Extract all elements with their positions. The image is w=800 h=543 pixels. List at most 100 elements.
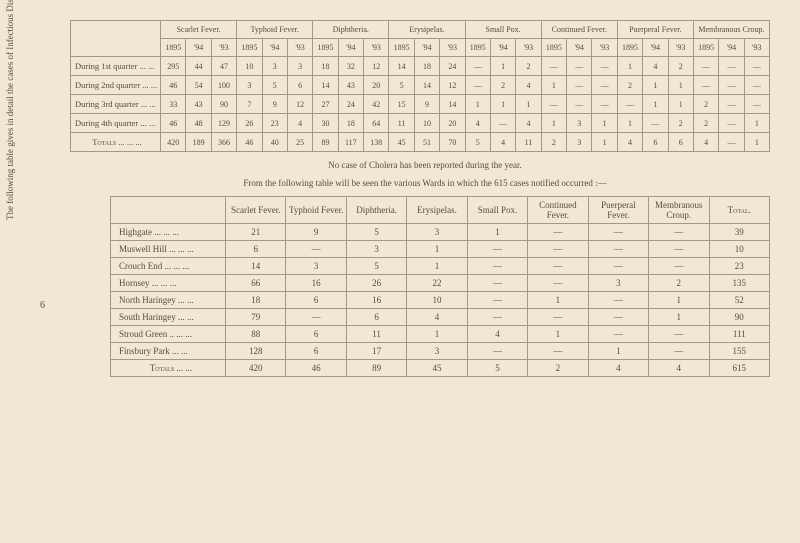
data-cell: 6 [286,343,346,360]
data-cell: 79 [226,309,286,326]
data-cell: 4 [693,133,718,152]
data-cell: 24 [440,57,465,76]
data-cell: 100 [211,76,236,95]
table-row: During 3rd quarter ... ...33439079122724… [71,95,770,114]
row-label: Crouch End ... ... ... [111,258,226,275]
data-cell: 39 [709,224,770,241]
blank-header [71,21,161,57]
col-diphtheria: Diphtheria. [313,21,389,39]
data-cell: 4 [490,133,515,152]
data-cell: 1 [528,326,588,343]
data-cell: — [592,57,617,76]
data-cell: 10 [709,241,770,258]
data-cell: 1 [617,114,642,133]
data-cell: 23 [709,258,770,275]
data-cell: 12 [364,57,389,76]
data-cell: 1 [744,133,769,152]
data-cell: 3 [588,275,648,292]
data-cell: — [649,224,709,241]
data-cell: — [592,76,617,95]
data-cell: — [528,275,588,292]
data-cell: — [592,95,617,114]
data-cell: 45 [407,360,467,377]
data-cell: — [719,57,744,76]
year-header: '93 [364,39,389,57]
data-cell: 18 [414,57,439,76]
data-cell: 6 [286,326,346,343]
data-cell: 5 [346,258,406,275]
data-cell: 43 [186,95,211,114]
row-label: During 3rd quarter ... ... [71,95,161,114]
data-cell: 42 [364,95,389,114]
data-cell: 18 [338,114,363,133]
col-header: Typhoid Fever. [286,197,346,224]
data-cell: 30 [313,114,338,133]
cholera-caption: No case of Cholera has been reported dur… [70,160,780,170]
totals-row: Totals ... ... ...4201893664640258911713… [71,133,770,152]
data-cell: 52 [709,292,770,309]
data-cell: 70 [440,133,465,152]
data-cell: 128 [226,343,286,360]
year-header: '93 [211,39,236,57]
table-row: Stroud Green .. ... ...88611141——111 [111,326,770,343]
data-cell: 1 [467,224,527,241]
data-cell: 16 [346,292,406,309]
data-cell: 1 [407,326,467,343]
data-cell: 155 [709,343,770,360]
year-header: 1895 [693,39,718,57]
data-cell: — [588,224,648,241]
data-cell: 5 [467,360,527,377]
year-header: '94 [186,39,211,57]
data-cell: — [528,224,588,241]
data-cell: 54 [186,76,211,95]
data-cell: 111 [709,326,770,343]
data-cell: 12 [440,76,465,95]
data-cell: 44 [186,57,211,76]
data-cell: 1 [490,95,515,114]
data-cell: 14 [414,76,439,95]
data-cell: — [465,57,490,76]
data-cell: 21 [226,224,286,241]
data-cell: 1 [592,114,617,133]
data-cell: 615 [709,360,770,377]
data-cell: — [528,258,588,275]
data-cell: — [744,76,769,95]
data-cell: — [617,95,642,114]
data-cell: — [649,326,709,343]
data-cell: 1 [643,95,668,114]
data-cell: 20 [440,114,465,133]
year-header: '93 [287,39,312,57]
data-cell: 89 [346,360,406,377]
data-cell: 11 [346,326,406,343]
data-cell: 3 [407,224,467,241]
data-cell: 1 [744,114,769,133]
data-cell: — [719,95,744,114]
data-cell: — [541,57,566,76]
year-header: 1895 [389,39,414,57]
row-label: South Haringey ... ... [111,309,226,326]
data-cell: 24 [338,95,363,114]
data-cell: 10 [237,57,262,76]
data-cell: 1 [668,95,693,114]
data-cell: 1 [541,76,566,95]
data-cell: — [528,343,588,360]
row-label: Stroud Green .. ... ... [111,326,226,343]
data-cell: 3 [346,241,406,258]
wards-table: Scarlet Fever.Typhoid Fever.Diphtheria.E… [110,196,770,377]
data-cell: 14 [440,95,465,114]
data-cell: 45 [389,133,414,152]
col-smallpox: Small Pox. [465,21,541,39]
row-label: During 1st quarter ... ... [71,57,161,76]
data-cell: 138 [364,133,389,152]
data-cell: — [649,343,709,360]
data-cell: 420 [226,360,286,377]
col-header: Puerperal Fever. [588,197,648,224]
year-header: 1895 [237,39,262,57]
data-cell: 1 [490,57,515,76]
data-cell: — [567,95,592,114]
data-cell: 3 [286,258,346,275]
table-row: Hornsey ... ... ...66162622——32135 [111,275,770,292]
data-cell: — [528,309,588,326]
col-header: Small Pox. [467,197,527,224]
data-cell: — [588,241,648,258]
